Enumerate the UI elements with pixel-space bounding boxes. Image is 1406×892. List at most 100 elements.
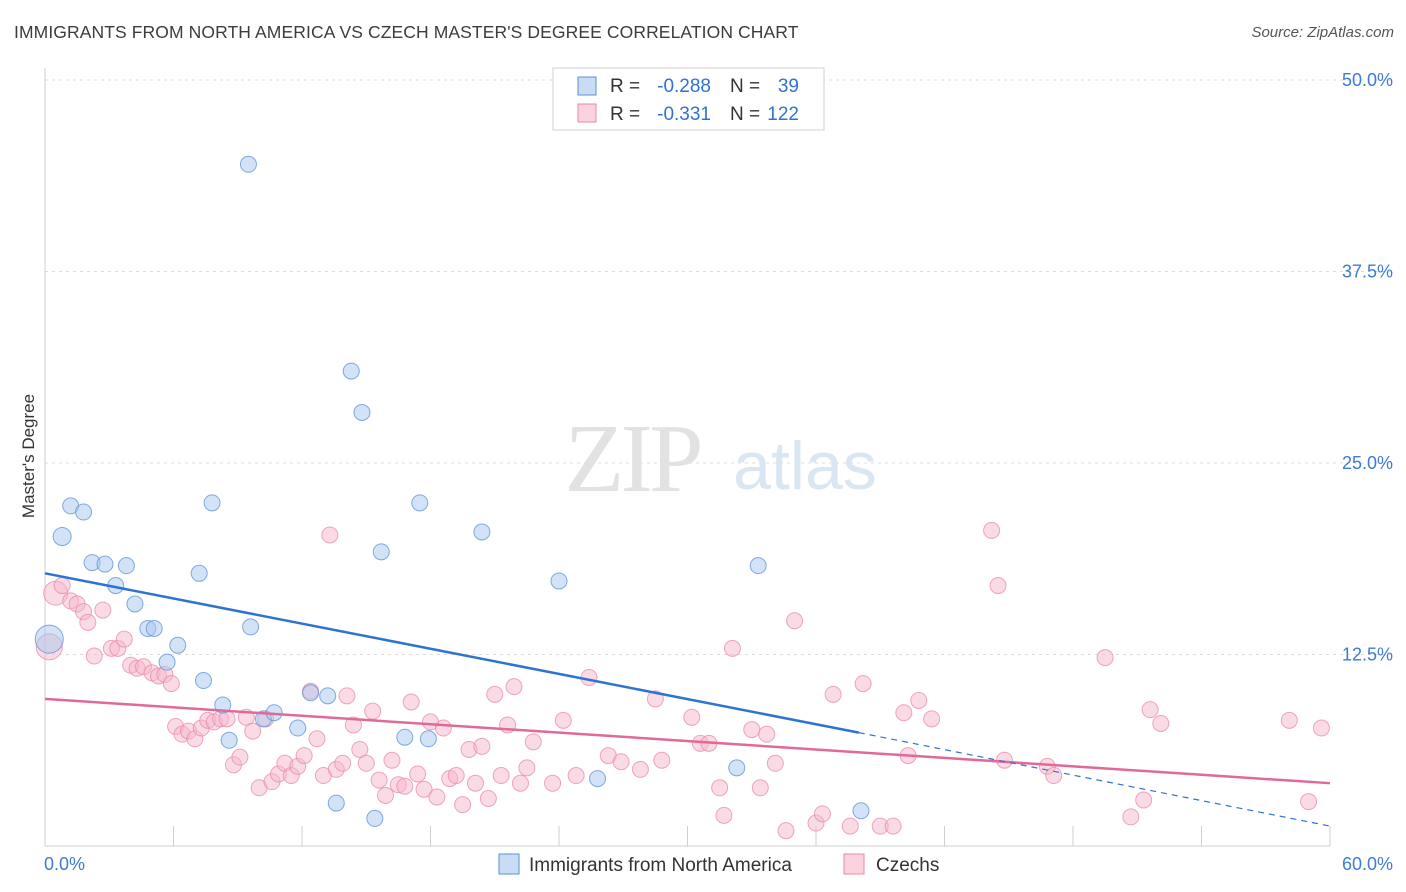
point-czechs [383,751,401,769]
point-czechs [786,612,804,630]
point-north-america [327,794,345,812]
point-czechs [631,760,649,778]
legend-n-value-1: 39 [778,76,799,97]
point-north-america [52,527,72,547]
point-czechs [53,577,71,595]
point-north-america [242,618,260,636]
point-czechs [409,765,427,783]
point-czechs [370,771,388,789]
point-north-america [96,555,114,573]
point-czechs [1141,701,1159,719]
point-czechs [989,577,1007,595]
point-czechs [884,817,902,835]
x-tick-labels: 0.0% 60.0% [44,854,1393,874]
legend-bottom-label-czechs: Czechs [876,855,939,876]
point-czechs [351,740,369,758]
point-czechs [396,777,414,795]
point-czechs [231,748,249,766]
y-axis-label: Master's Degree [19,394,38,518]
point-czechs [813,805,831,823]
point-czechs [79,613,97,631]
y-tick-label: 50.0% [1342,70,1393,90]
y-tick-labels: 12.5% 25.0% 37.5% 50.0% [1342,70,1393,665]
point-czechs [402,693,420,711]
point-north-america [589,770,607,788]
point-north-america [852,802,870,820]
point-czechs [1135,791,1153,809]
point-czechs [715,806,733,824]
source-credit: Source: ZipAtlas.com [1251,24,1394,41]
legend-swatch-czechs [577,103,597,123]
trend-lines [44,572,1331,827]
x-tick-label: 60.0% [1342,854,1393,874]
point-czechs [115,630,133,648]
point-czechs [428,788,446,806]
point-north-america [366,809,384,827]
y-tick-label: 25.0% [1342,453,1393,473]
chart-title: IMMIGRANTS FROM NORTH AMERICA VS CZECH M… [14,22,799,42]
point-czechs [653,751,671,769]
point-czechs [766,754,784,772]
point-czechs [751,779,769,797]
point-north-america [342,362,360,380]
point-czechs [544,774,562,792]
point-czechs [364,702,382,720]
trend-line-czechs [44,697,1331,785]
legend-n-label-1: N = [730,76,760,97]
point-czechs [492,767,510,785]
point-czechs [1096,649,1114,667]
point-czechs [777,822,795,840]
point-north-america [749,557,767,575]
point-czechs [841,817,859,835]
point-czechs [518,759,536,777]
point-north-america [126,595,144,613]
point-north-america [158,653,176,671]
point-czechs [85,647,103,665]
y-tick-label: 12.5% [1342,645,1393,665]
legend-bottom-swatch-north-america [498,853,520,875]
x-tick-label: 0.0% [44,854,85,874]
legend-r-value-2: -0.331 [657,104,711,125]
point-north-america [190,564,208,582]
series-north-america-points [34,155,870,827]
point-north-america [473,523,491,541]
point-north-america [194,672,212,690]
point-czechs [479,790,497,808]
point-north-america [319,687,337,705]
point-czechs [743,721,761,739]
legend-r-label-1: R = [610,76,640,97]
legend-bottom-label-north-america: Immigrants from North America [529,855,792,876]
point-czechs [910,691,928,709]
point-czechs [344,716,362,734]
point-czechs [895,704,913,722]
point-czechs [415,780,433,798]
point-czechs [646,690,664,708]
y-tick-label: 37.5% [1342,262,1393,282]
point-czechs [466,774,484,792]
legend-bottom-swatch-czechs [843,853,865,875]
legend-correlation: R = -0.288 N = 39 R = -0.331 N = 122 [552,67,825,131]
point-north-america [145,619,163,637]
point-czechs [554,711,572,729]
point-czechs [683,708,701,726]
point-czechs [923,710,941,728]
point-czechs [854,675,872,693]
point-czechs [447,767,465,785]
point-czechs [711,779,729,797]
point-north-america [419,730,437,748]
point-czechs [357,754,375,772]
point-czechs [824,685,842,703]
legend-n-value-2: 122 [767,104,799,125]
point-north-america [203,494,221,512]
point-czechs [1122,808,1140,826]
point-czechs [377,786,395,804]
point-north-america [289,719,307,737]
point-czechs [162,675,180,693]
point-czechs [505,678,523,696]
point-czechs [434,719,452,737]
point-czechs [244,722,262,740]
watermark-atlas: atlas [733,428,877,504]
point-czechs [567,767,585,785]
point-north-america [353,403,371,421]
